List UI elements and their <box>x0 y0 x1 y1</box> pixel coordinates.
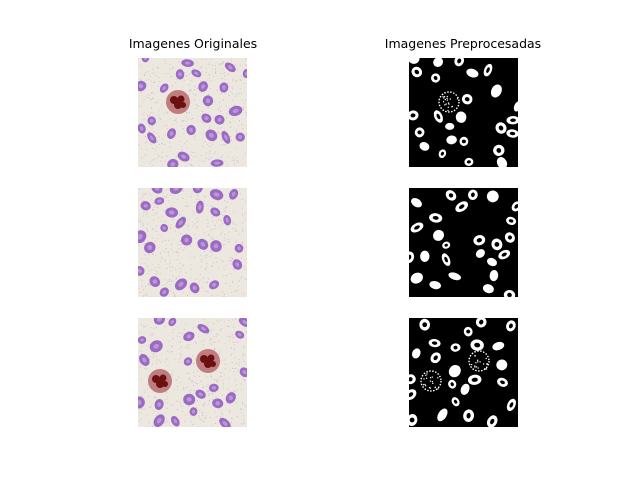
original-image-1 <box>138 58 247 167</box>
original-image-3 <box>138 318 247 427</box>
preprocessed-image-1 <box>409 58 518 167</box>
original-image-2 <box>138 188 247 297</box>
preprocessed-image-3 <box>409 318 518 427</box>
originals-column-title: Imagenes Originales <box>128 36 258 51</box>
preprocessed-column-title: Imagenes Preprocesadas <box>384 36 542 51</box>
preprocessed-image-2 <box>409 188 518 297</box>
